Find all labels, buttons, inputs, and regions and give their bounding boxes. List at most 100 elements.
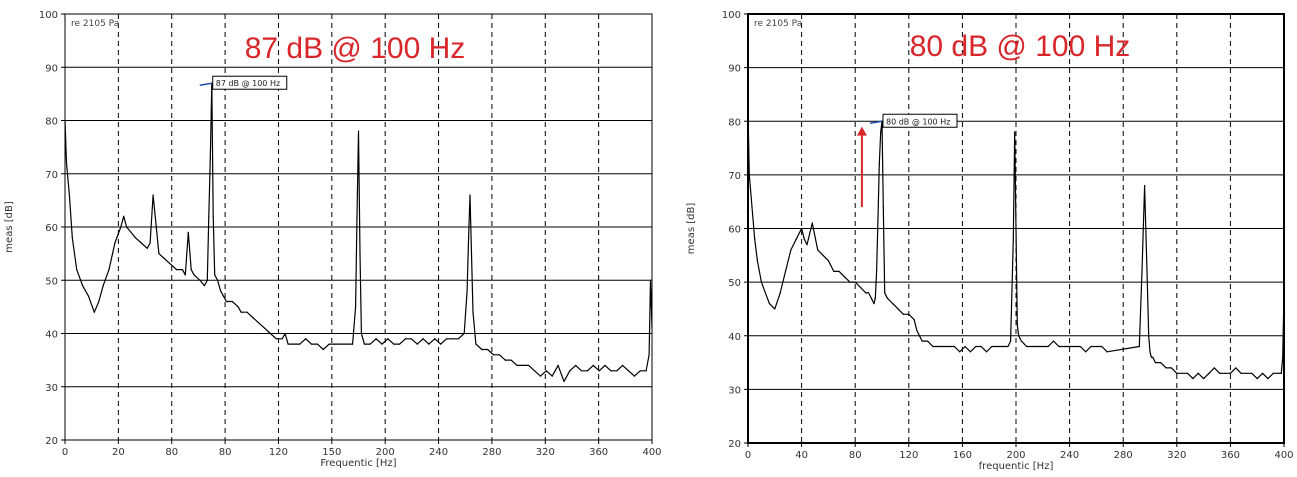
data-point	[310, 343, 313, 345]
data-point	[466, 290, 468, 292]
data-point	[281, 338, 283, 340]
data-point	[237, 306, 239, 308]
peak-callout-text: 87 dB @ 100 Hz	[216, 79, 280, 88]
data-point	[1020, 340, 1022, 342]
data-point	[422, 338, 424, 340]
data-point	[1197, 372, 1199, 374]
data-point	[953, 345, 955, 348]
data-point	[284, 332, 286, 335]
data-point	[1154, 362, 1156, 364]
data-point	[76, 269, 78, 271]
data-point	[1069, 345, 1071, 348]
data-point	[87, 295, 90, 297]
data-point	[375, 338, 377, 340]
data-point	[360, 332, 362, 335]
data-point	[1278, 372, 1280, 374]
data-point	[149, 242, 151, 244]
data-point	[440, 343, 442, 345]
data-point	[557, 364, 559, 366]
data-point	[299, 343, 301, 345]
data-point	[747, 109, 749, 112]
data-point	[534, 370, 536, 372]
data-point	[387, 338, 389, 340]
data-point	[932, 345, 934, 348]
data-point	[880, 131, 882, 133]
y-axis-label: meas [dB]	[686, 203, 697, 255]
chart-left: 20 30 40 50 60 70 80 90 100 0 20 80 80 120 150 200 240 28…	[4, 10, 662, 469]
data-point	[902, 313, 904, 315]
data-point	[522, 364, 524, 366]
y-tick-label: 30	[45, 383, 58, 394]
data-point	[1106, 351, 1108, 353]
data-point	[1235, 367, 1237, 369]
data-point	[918, 335, 921, 337]
data-point	[754, 238, 756, 240]
x-tick-label: 0	[745, 450, 751, 461]
data-point	[68, 194, 70, 196]
data-point	[768, 303, 770, 305]
data-point	[1042, 345, 1044, 348]
x-tick-label: 80	[219, 447, 232, 458]
x-tick-label: 20	[112, 447, 125, 458]
data-point	[806, 244, 808, 246]
y-tick-label: 60	[728, 225, 741, 236]
data-point	[1256, 378, 1258, 380]
data-point	[1283, 292, 1285, 294]
y-tick-label: 20	[45, 436, 58, 447]
data-point	[622, 364, 624, 366]
data-point	[969, 351, 971, 353]
data-point	[220, 290, 222, 292]
data-point	[633, 375, 636, 377]
annotation-text: 87 dB @ 100 Hz	[245, 32, 466, 65]
data-point	[114, 242, 116, 244]
y-tick-label: 100	[39, 10, 58, 21]
data-point	[346, 343, 348, 345]
data-point	[1192, 378, 1194, 380]
x-tick-label: 360	[1221, 450, 1240, 461]
data-point	[760, 281, 762, 283]
peak-marker	[869, 120, 883, 124]
data-point	[1176, 372, 1178, 374]
data-point	[123, 215, 125, 217]
data-point	[908, 313, 910, 315]
data-point	[98, 300, 100, 303]
data-point	[1002, 345, 1004, 348]
data-point	[381, 343, 383, 345]
data-point	[575, 364, 577, 366]
data-point	[446, 338, 448, 340]
data-point	[217, 279, 219, 281]
x-tick-label: 320	[1167, 450, 1186, 461]
data-point	[616, 370, 618, 372]
data-point	[225, 300, 227, 303]
data-point	[246, 311, 248, 313]
data-point	[943, 345, 945, 348]
data-point	[779, 292, 781, 294]
data-point	[126, 226, 128, 228]
y-tick-label: 20	[728, 439, 741, 450]
data-point	[199, 279, 201, 281]
x-tick-label: 280	[1114, 450, 1133, 461]
data-point	[849, 281, 851, 283]
x-tick-label: 360	[589, 447, 608, 458]
data-point	[569, 370, 571, 372]
data-point	[991, 345, 993, 348]
data-point	[352, 343, 354, 345]
data-point	[798, 233, 800, 235]
data-point	[1219, 372, 1221, 374]
data-point	[1012, 238, 1014, 240]
data-point	[1282, 356, 1284, 358]
data-point	[581, 370, 583, 372]
data-point	[913, 319, 915, 321]
data-point	[393, 343, 395, 345]
data-point	[884, 292, 886, 294]
data-point	[93, 311, 95, 313]
data-point	[208, 215, 210, 217]
data-point	[404, 338, 407, 340]
data-point	[510, 359, 512, 361]
data-point	[293, 343, 295, 345]
data-point	[1036, 345, 1038, 348]
data-point	[65, 162, 68, 164]
data-point	[784, 270, 787, 272]
data-point	[1014, 131, 1016, 133]
y-tick-label: 70	[728, 171, 741, 182]
